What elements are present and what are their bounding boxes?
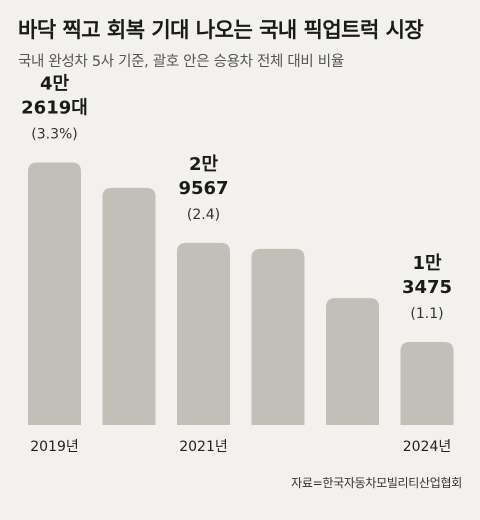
data-label-ratio: (1.1) <box>410 306 443 322</box>
data-label: 1만 <box>412 253 442 274</box>
data-label: 2만 <box>189 154 219 175</box>
data-label: 4만 <box>40 73 70 94</box>
chart-title: 바닥 찍고 회복 기대 나오는 국내 픽업트럭 시장 <box>18 18 424 42</box>
chart-subtitle: 국내 완성차 5사 기준, 괄호 안은 승용차 전체 대비 비율 <box>18 54 344 70</box>
bar-3 <box>251 248 305 425</box>
x-tick-label: 2024년 <box>403 439 452 455</box>
x-tick-label: 2021년 <box>179 439 228 455</box>
bar-0 <box>28 162 81 425</box>
data-label-ratio: (2.4) <box>187 207 220 223</box>
bar-1 <box>102 187 156 425</box>
x-tick-label: 2019년 <box>30 439 79 455</box>
data-label: 9567 <box>178 178 228 199</box>
data-label: 3475 <box>402 277 452 298</box>
bar-chart: 2019년 2021년 2024년 4만 2619대 (3.3%) 2만 9567 (2.4) 1… <box>21 73 454 455</box>
bar-4 <box>326 298 379 425</box>
data-label: 2619대 <box>21 97 88 118</box>
source-note: 자료=한국자동차모빌리티산업협회 <box>291 476 462 490</box>
data-label-ratio: (3.3%) <box>31 126 78 142</box>
bar-5 <box>400 341 454 425</box>
bar-2 <box>177 242 230 425</box>
